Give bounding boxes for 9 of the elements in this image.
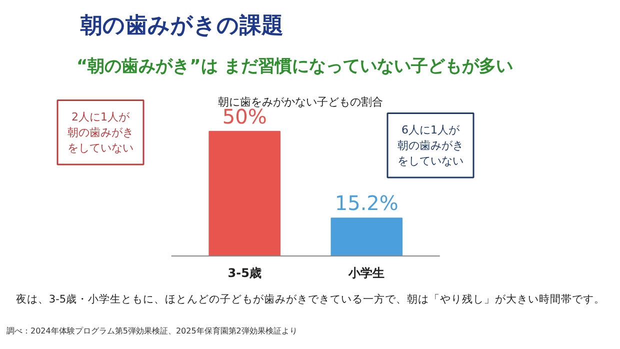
data-label: 15.2% — [334, 191, 398, 216]
chart-subtitle: “朝の歯みがき”は まだ習慣になっていない子どもが多い — [76, 56, 513, 76]
chart-title: 朝の歯みがきの課題 — [80, 14, 284, 38]
x-tick-label: 小学生 — [348, 266, 385, 280]
text: 調べ：2024年体験プログラム第5弾効果検証、2025年保育園第2弾効果検証より — [6, 326, 298, 336]
text: 2人に1人が朝の歯みがきをしていない — [68, 110, 134, 154]
text: 夜は、3-5歳・小学生ともに、ほとんどの子どもが歯みがきできている一方で、朝は「やり残し」が大きい時間帯です。 — [16, 292, 606, 306]
annotation: 6人に1人が朝の歯みがきをしていない — [398, 123, 464, 168]
x-tick-label: 3-5歳 — [228, 266, 262, 280]
